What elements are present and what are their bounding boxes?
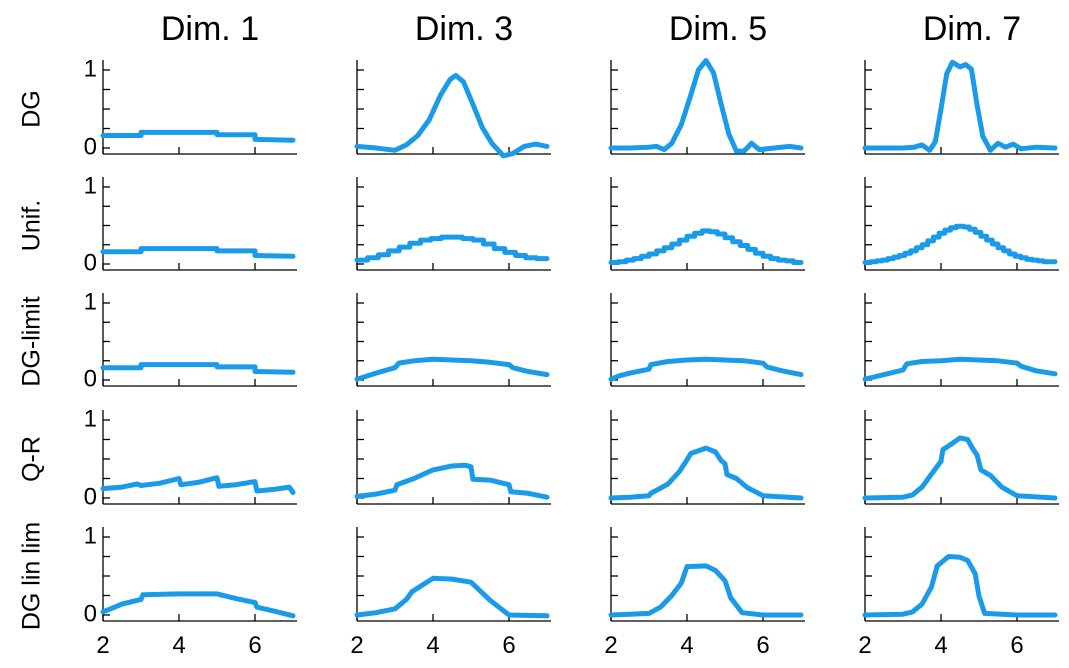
- series-line: [862, 223, 1058, 265]
- y-tick-label: 1: [84, 522, 97, 549]
- panel: [354, 410, 551, 505]
- series-line: [608, 58, 804, 154]
- y-tick-label: 0: [84, 600, 97, 627]
- column-title: Dim. 1: [161, 10, 259, 48]
- y-tick-label: 0: [84, 133, 97, 160]
- series-line: [862, 59, 1058, 153]
- series-line: [354, 462, 550, 500]
- panel: [354, 293, 551, 387]
- series-line: [608, 563, 804, 618]
- row-label: DG-limit: [18, 296, 46, 386]
- series-line: [354, 356, 550, 382]
- y-tick-label: 1: [84, 405, 97, 432]
- x-tick-label: 4: [934, 632, 947, 659]
- panel: [608, 293, 805, 387]
- panel: [608, 410, 805, 505]
- panel: [608, 177, 805, 271]
- series-line: [354, 234, 550, 263]
- panel: 01: [84, 405, 297, 510]
- series-line: [862, 356, 1058, 382]
- panel: 01: [84, 55, 297, 160]
- series-line: [100, 475, 296, 495]
- series-line: [100, 362, 296, 375]
- x-tick-label: 6: [756, 632, 769, 659]
- panel: [862, 410, 1059, 505]
- panel: [862, 177, 1059, 271]
- row-label: DG lin lim: [18, 522, 46, 630]
- panel: [862, 293, 1059, 387]
- series-line: [862, 435, 1058, 501]
- panel: [354, 527, 551, 622]
- x-tick-labels: 2 4 6 2 4 6 2 4 6 2 4 6: [96, 632, 1023, 659]
- row-label: DG: [18, 90, 46, 128]
- y-tick-label: 1: [84, 288, 97, 315]
- panel: [608, 58, 805, 155]
- series-line: [608, 228, 804, 265]
- x-tick-label: 2: [604, 632, 617, 659]
- panel: 01: [84, 172, 297, 276]
- panel: [354, 177, 551, 271]
- y-tick-label: 1: [84, 55, 97, 82]
- panel: [862, 59, 1059, 155]
- panel: 01: [84, 522, 297, 627]
- x-tick-label: 4: [426, 632, 439, 659]
- panel: [354, 60, 551, 159]
- column-title: Dim. 5: [669, 10, 767, 48]
- column-title: Dim. 3: [415, 10, 513, 48]
- panel: [608, 527, 805, 622]
- x-tick-label: 2: [858, 632, 871, 659]
- series-line: [100, 591, 296, 619]
- panel: [862, 527, 1059, 622]
- series-line: [100, 129, 296, 143]
- y-tick-label: 1: [84, 172, 97, 199]
- y-tick-label: 0: [84, 249, 97, 276]
- x-tick-label: 2: [96, 632, 109, 659]
- series-line: [354, 73, 550, 159]
- x-tick-label: 6: [248, 632, 261, 659]
- panel: 01: [84, 288, 297, 392]
- column-titles: Dim. 1 Dim. 3 Dim. 5 Dim. 7: [161, 10, 1021, 48]
- series-line: [100, 246, 296, 259]
- x-tick-label: 4: [680, 632, 693, 659]
- column-title: Dim. 7: [923, 10, 1021, 48]
- series-line: [354, 575, 550, 619]
- x-tick-label: 2: [350, 632, 363, 659]
- row-label: Unif.: [18, 200, 46, 251]
- y-tick-label: 0: [84, 365, 97, 392]
- row-label: Q-R: [18, 436, 46, 482]
- x-tick-label: 6: [502, 632, 515, 659]
- x-tick-label: 6: [1010, 632, 1023, 659]
- row-labels: DG Unif. DG-limit Q-R DG lin lim: [18, 90, 46, 630]
- series-line: [608, 445, 804, 501]
- series-line: [608, 356, 804, 382]
- x-tick-label: 4: [172, 632, 185, 659]
- series-line: [862, 554, 1058, 618]
- y-tick-label: 0: [84, 483, 97, 510]
